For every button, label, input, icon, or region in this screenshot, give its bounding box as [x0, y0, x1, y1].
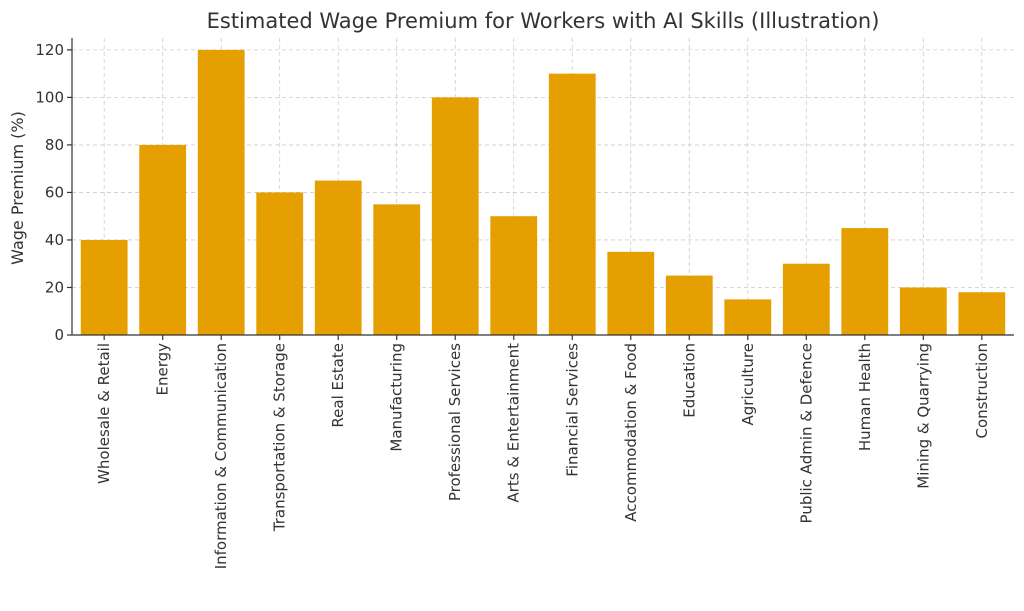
bar [80, 239, 128, 335]
bar [841, 228, 889, 335]
x-tick-label: Human Health [856, 343, 874, 451]
bar [782, 263, 830, 335]
x-tick-label: Education [680, 343, 698, 418]
x-tick-label: Public Admin & Defence [797, 343, 815, 523]
x-tick-label: Professional Services [446, 343, 464, 501]
x-tick-label: Transportation & Storage [271, 343, 289, 532]
y-tick-label: 0 [54, 326, 64, 344]
x-tick-label: Construction [973, 343, 991, 439]
x-tick-label: Accommodation & Food [622, 343, 640, 522]
bar [314, 180, 362, 335]
bar [899, 287, 947, 335]
x-tick-label: Wholesale & Retail [95, 343, 113, 484]
bar [256, 192, 304, 335]
x-tick-label: Mining & Quarrying [914, 343, 932, 489]
x-tick-label: Agriculture [739, 343, 757, 426]
bar [139, 144, 187, 335]
x-tick-label: Information & Communication [212, 343, 230, 569]
x-tick-label: Manufacturing [388, 343, 406, 452]
bar [490, 216, 538, 335]
bar [665, 275, 713, 335]
bar [431, 97, 479, 336]
bar [548, 73, 596, 335]
chart-title: Estimated Wage Premium for Workers with … [207, 9, 880, 33]
x-tick-label: Financial Services [563, 343, 581, 477]
bar [197, 49, 245, 335]
y-tick-label: 120 [35, 41, 64, 59]
y-tick-label: 100 [35, 88, 64, 106]
y-axis-label: Wage Premium (%) [8, 111, 27, 265]
x-tick-label: Real Estate [329, 343, 347, 428]
y-tick-labels: 0 20 40 60 80 100 120 [35, 41, 64, 344]
x-tick-labels: Wholesale & Retail Energy Information & Co… [95, 343, 991, 569]
y-tick-label: 20 [45, 278, 64, 296]
x-tick-label: Arts & Entertainment [505, 343, 523, 503]
axes [67, 38, 1014, 340]
bars [80, 49, 1006, 336]
x-tick-label: Energy [154, 343, 172, 396]
bar [373, 204, 421, 335]
y-tick-label: 40 [45, 231, 64, 249]
y-tick-label: 80 [45, 136, 64, 154]
bar [724, 299, 772, 335]
bar [607, 251, 655, 335]
bar [958, 292, 1006, 335]
y-tick-label: 60 [45, 183, 64, 201]
